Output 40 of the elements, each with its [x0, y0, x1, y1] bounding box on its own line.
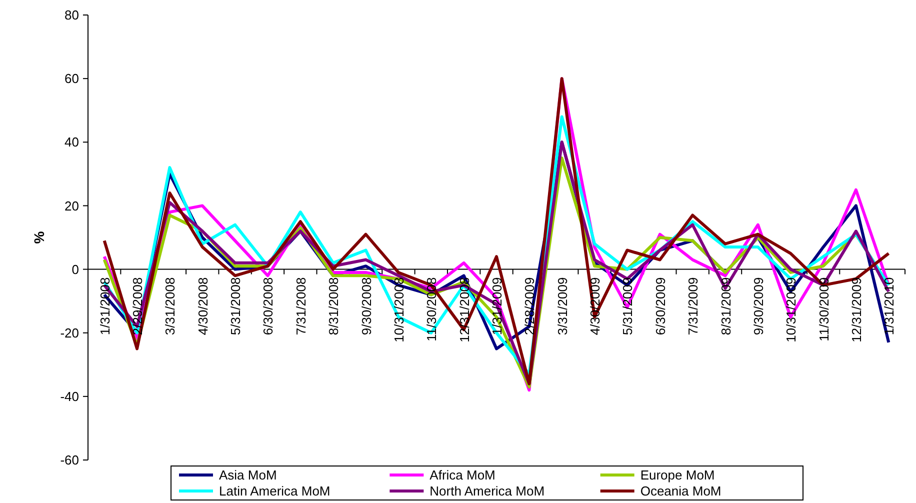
legend-label: Asia MoM	[219, 468, 277, 483]
x-tick-label: 2/28/2009	[522, 277, 538, 336]
x-tick-label: 3/31/2008	[162, 277, 178, 336]
y-tick-label: -20	[60, 325, 79, 340]
x-tick-label: 7/31/2009	[686, 277, 701, 336]
y-tick-label: -40	[60, 388, 79, 404]
legend-label: Latin America MoM	[219, 484, 330, 499]
x-tick-label: 4/30/2009	[588, 277, 603, 336]
y-tick-label: 80	[64, 8, 79, 23]
x-tick-label: 4/30/2008	[195, 277, 210, 336]
x-tick-label: 1/31/2010	[882, 277, 897, 336]
x-tick-label: 5/31/2009	[620, 277, 636, 336]
legend-label: North America MoM	[430, 484, 545, 499]
x-tick-label: 9/30/2009	[750, 277, 766, 336]
legend-label: Africa MoM	[430, 468, 496, 483]
legend-label: Oceania MoM	[640, 484, 722, 499]
y-tick-label: 0	[72, 262, 79, 277]
x-tick-label: 1/31/2009	[490, 277, 504, 336]
x-tick-label: 9/30/2008	[358, 277, 374, 336]
x-tick-label: 11/30/2008	[424, 277, 440, 342]
y-tick-label: 20	[64, 198, 79, 214]
x-tick-label: 10/31/2009	[784, 277, 799, 342]
x-tick-label: 5/31/2008	[228, 277, 244, 336]
x-tick-label: 12/31/2009	[848, 277, 864, 342]
x-tick-label: 7/31/2008	[293, 277, 308, 336]
x-tick-label: 8/31/2008	[326, 277, 342, 336]
y-tick-label: 40	[64, 134, 79, 150]
x-tick-label: 8/31/2009	[718, 277, 734, 336]
x-tick-label: 3/31/2009	[554, 277, 570, 336]
x-tick-label: 6/30/2008	[260, 277, 276, 336]
x-tick-label: 11/30/2009	[816, 277, 832, 342]
x-tick-label: 2/29/2008	[130, 277, 146, 336]
x-tick-label: 1/31/2008	[97, 277, 112, 336]
y-tick-label: -60	[60, 452, 79, 468]
y-tick-label: 60	[64, 71, 79, 86]
x-tick-label: 10/31/2008	[391, 277, 406, 342]
x-tick-label: 6/30/2009	[652, 277, 668, 336]
x-tick-label: 12/31/2008	[456, 277, 472, 342]
y-axis-title: %	[31, 230, 47, 244]
legend-label: Europe MoM	[640, 468, 715, 483]
